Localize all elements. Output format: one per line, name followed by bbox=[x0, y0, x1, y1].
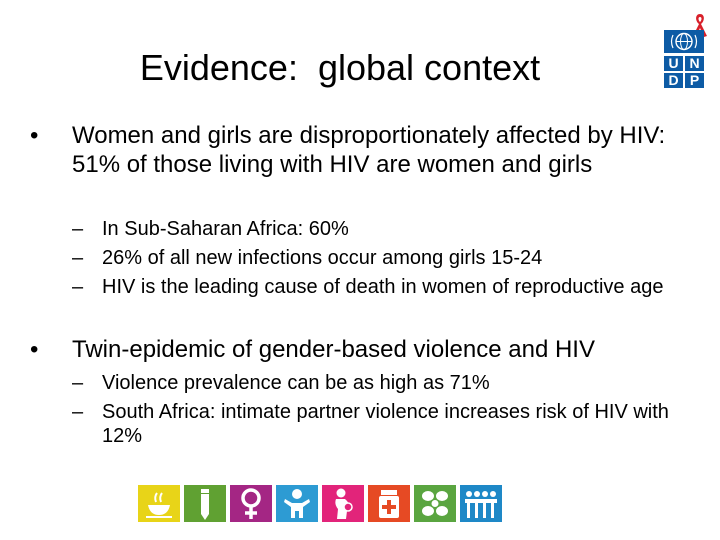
mother-icon bbox=[322, 485, 364, 522]
sub-bullet-text: HIV is the leading cause of death in wom… bbox=[102, 276, 664, 298]
sub-bullet-text: South Africa: intimate partner violence … bbox=[102, 401, 669, 447]
child-icon bbox=[276, 485, 318, 522]
sub-bullet-text: 26% of all new infections occur among gi… bbox=[102, 247, 543, 269]
bowl-icon bbox=[138, 485, 180, 522]
dash-glyph: – bbox=[72, 218, 84, 240]
logo-letter-n: N bbox=[685, 56, 704, 71]
bullet-1-sublist: – In Sub-Saharan Africa: 60% – 26% of al… bbox=[72, 217, 692, 304]
sub-bullet: – Violence prevalence can be as high as … bbox=[72, 371, 692, 395]
bullet-glyph: • bbox=[30, 122, 39, 149]
sub-bullet: – South Africa: intimate partner violenc… bbox=[72, 400, 692, 448]
sub-bullet: – 26% of all new infections occur among … bbox=[72, 246, 692, 270]
sub-bullet-text: Violence prevalence can be as high as 71… bbox=[102, 372, 490, 394]
leaf-icon bbox=[414, 485, 456, 522]
people-icon bbox=[460, 485, 502, 522]
female-symbol-icon bbox=[230, 485, 272, 522]
dash-glyph: – bbox=[72, 276, 84, 298]
dash-glyph: – bbox=[72, 247, 84, 269]
pencil-icon bbox=[184, 485, 226, 522]
slide-title: Evidence: global context bbox=[139, 47, 541, 88]
dash-glyph: – bbox=[72, 372, 84, 394]
bullet-2: • Twin-epidemic of gender-based violence… bbox=[30, 335, 690, 364]
bullet-2-sublist: – Violence prevalence can be as high as … bbox=[72, 371, 692, 453]
medicine-icon bbox=[368, 485, 410, 522]
logo-letter-u: U bbox=[664, 56, 683, 71]
logo-letter-d: D bbox=[664, 73, 683, 88]
sub-bullet: – In Sub-Saharan Africa: 60% bbox=[72, 217, 692, 241]
un-emblem-icon bbox=[664, 30, 704, 53]
sub-bullet-text: In Sub-Saharan Africa: 60% bbox=[102, 218, 349, 240]
sub-bullet: – HIV is the leading cause of death in w… bbox=[72, 275, 692, 299]
undp-logo: U N D P bbox=[662, 14, 710, 88]
bullet-2-text: Twin-epidemic of gender-based violence a… bbox=[72, 336, 595, 363]
bullet-1: • Women and girls are disproportionately… bbox=[30, 121, 670, 179]
logo-letter-p: P bbox=[685, 73, 704, 88]
bullet-1-text: Women and girls are disproportionately a… bbox=[72, 122, 666, 178]
dash-glyph: – bbox=[72, 401, 84, 423]
mdg-icon-strip bbox=[138, 485, 502, 522]
bullet-glyph: • bbox=[30, 336, 39, 363]
